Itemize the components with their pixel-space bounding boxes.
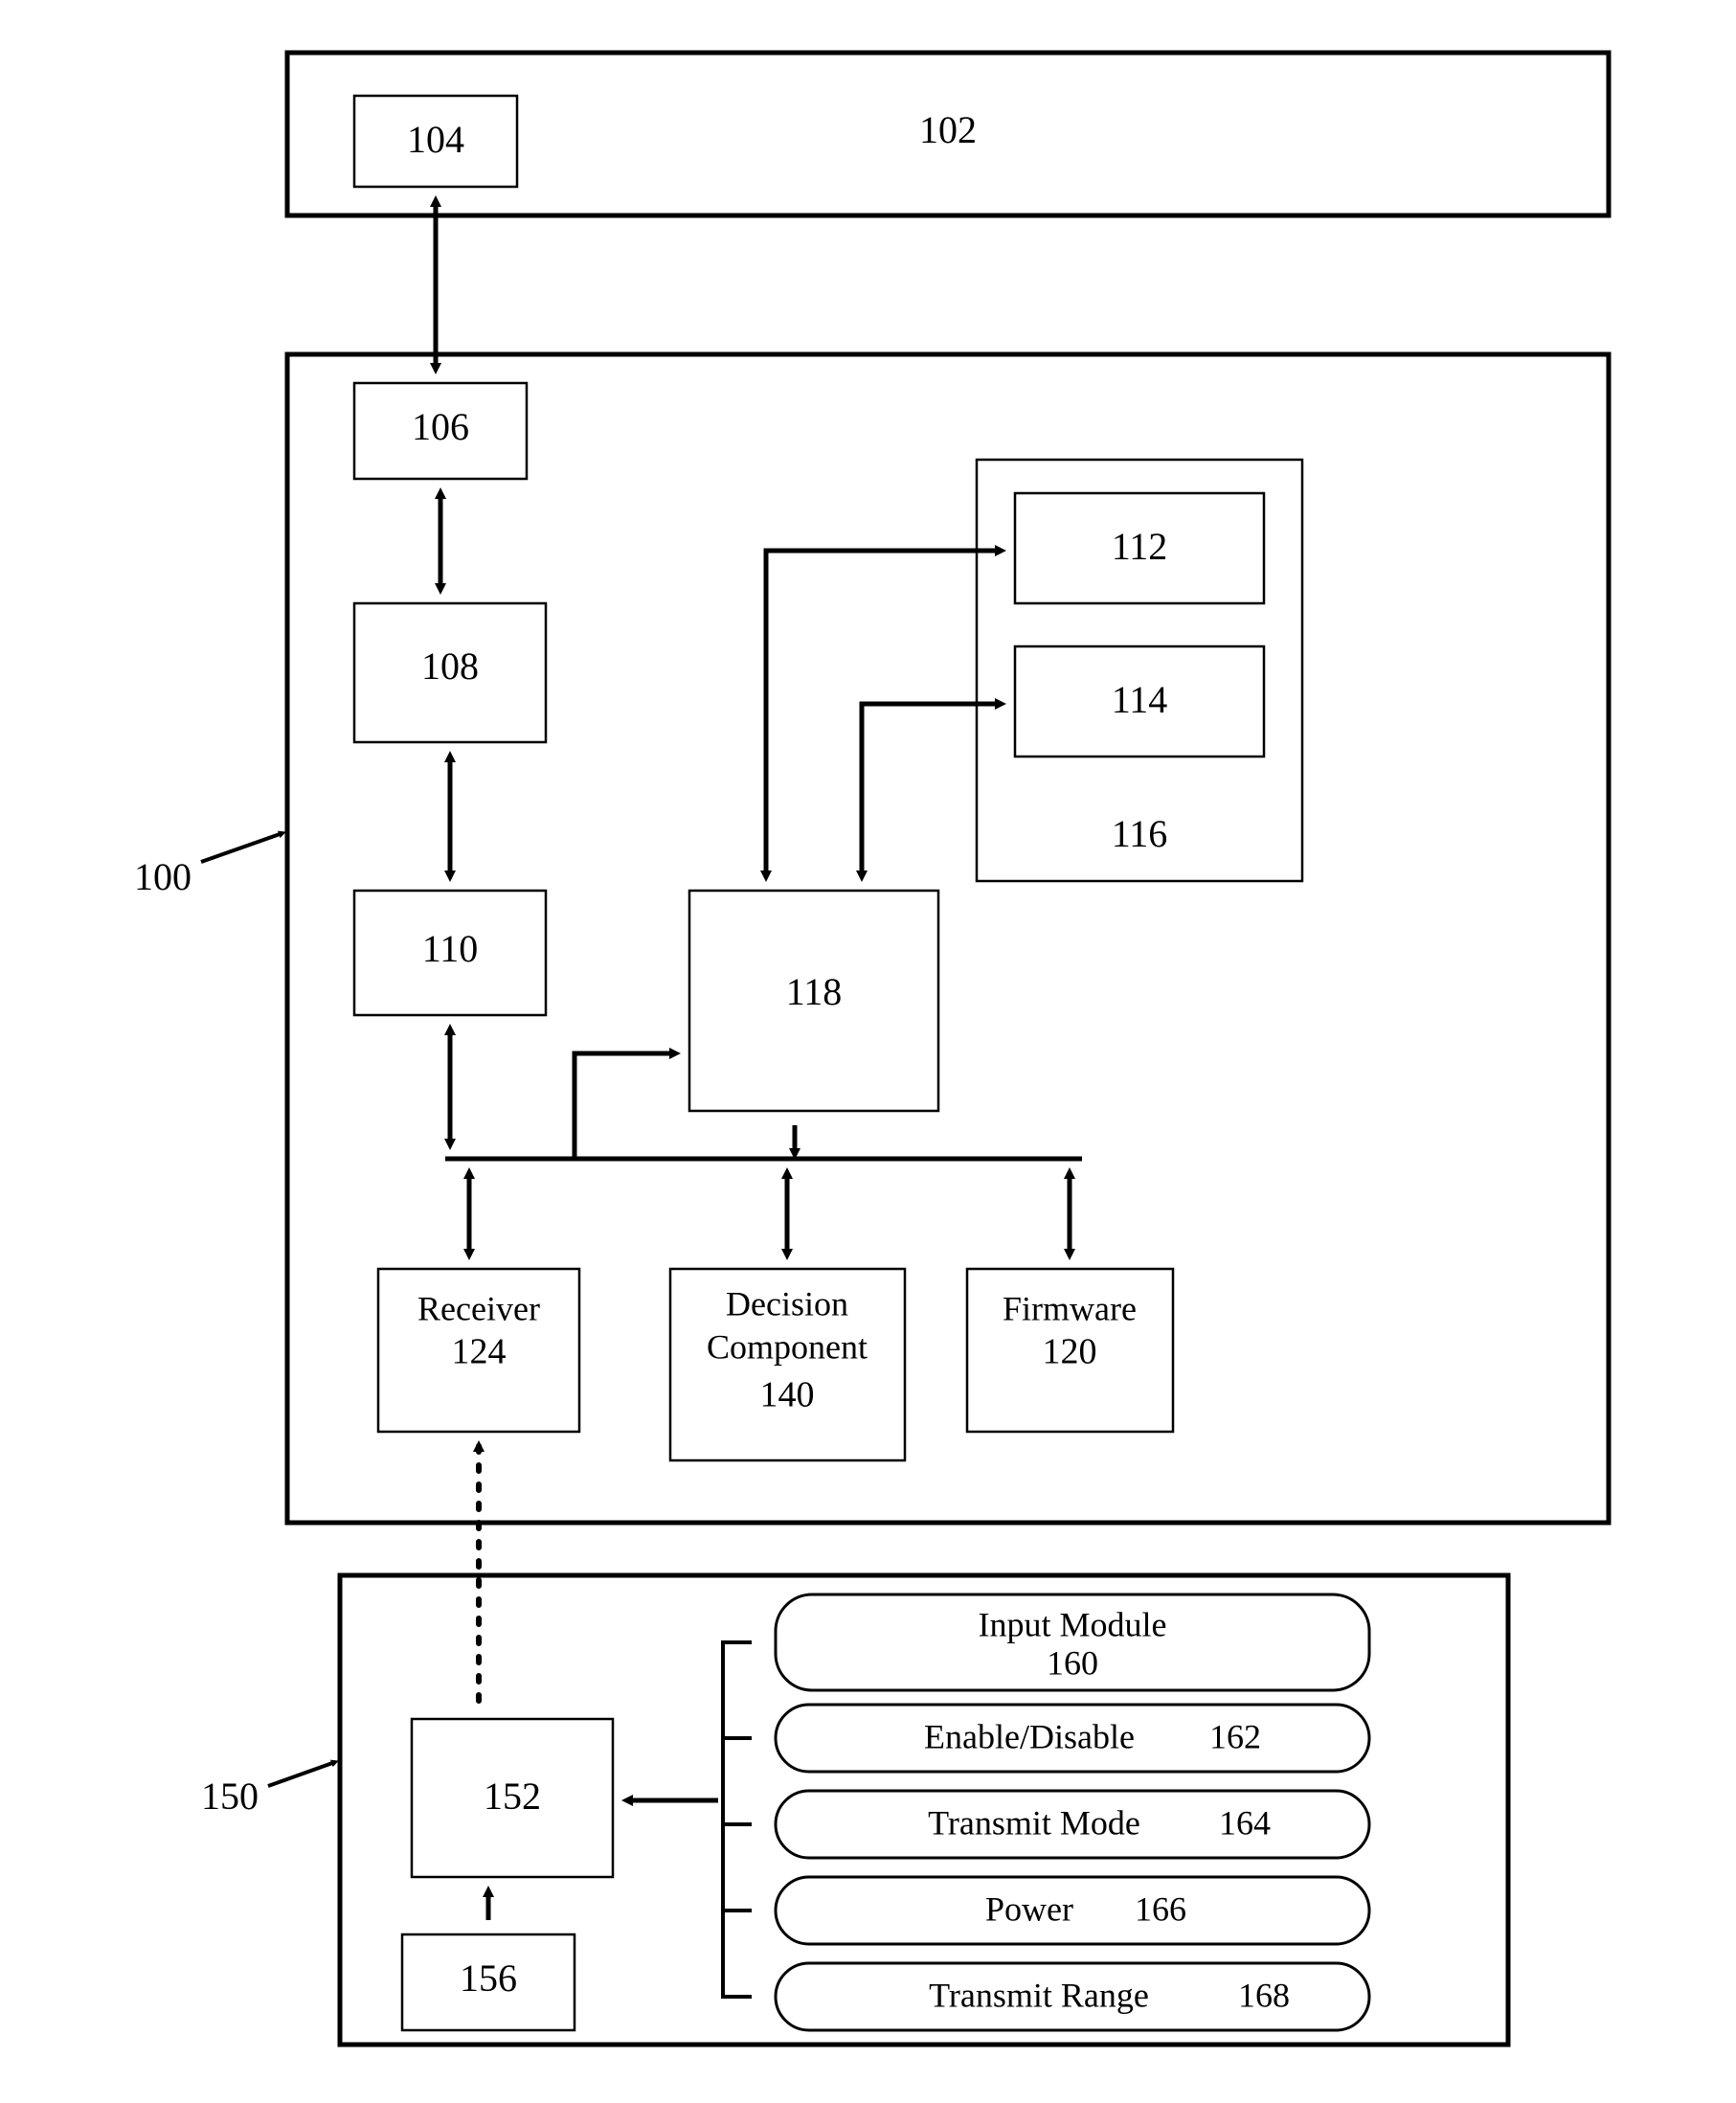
label-118: 118 [786,970,843,1013]
label-108: 108 [421,644,479,688]
label-decision-title1: Decision [726,1284,848,1323]
label-106: 106 [412,405,469,448]
label-112: 112 [1112,525,1168,568]
pill-transmit-range-num: 168 [1238,1976,1290,2014]
label-104: 104 [407,118,464,161]
leader-100 [201,833,282,862]
pill-enable-disable-num: 162 [1209,1717,1261,1755]
pill-input-module-title: Input Module [979,1605,1167,1643]
pill-transmit-mode-title: Transmit Mode [928,1803,1140,1842]
label-156: 156 [460,1956,517,2000]
pill-power-title: Power [985,1889,1073,1928]
pill-transmit-range-title: Transmit Range [929,1976,1149,2014]
pill-input-module-num: 160 [1047,1643,1098,1682]
label-receiver-title: Receiver [417,1289,540,1327]
label-110: 110 [422,927,479,970]
pill-power-num: 166 [1135,1889,1186,1928]
label-114: 114 [1112,678,1168,721]
label-116: 116 [1112,812,1168,855]
label-150: 150 [201,1775,259,1818]
pill-transmit-mode-num: 164 [1219,1803,1271,1842]
label-decision-title2: Component [707,1327,868,1366]
label-102: 102 [919,108,977,151]
label-receiver-num: 124 [452,1332,507,1372]
leader-150 [268,1762,335,1786]
label-100: 100 [134,855,192,898]
label-firmware-num: 120 [1043,1332,1097,1372]
pill-enable-disable-title: Enable/Disable [924,1717,1135,1755]
label-firmware-title: Firmware [1003,1289,1137,1327]
label-152: 152 [484,1775,541,1818]
label-decision-num: 140 [760,1375,815,1415]
